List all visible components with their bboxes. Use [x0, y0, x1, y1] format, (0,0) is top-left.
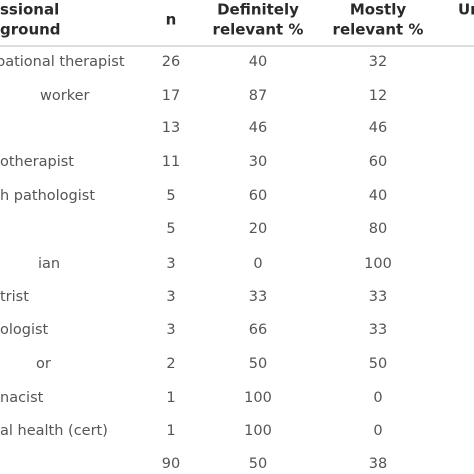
cell: 30 [249, 154, 267, 170]
cell: 3 [166, 289, 175, 305]
cell: 38 [369, 456, 387, 472]
row-label: h pathologist [0, 188, 95, 204]
cell: 2 [166, 356, 175, 372]
row-label: al health (cert) [0, 423, 108, 439]
cell: 100 [244, 390, 272, 406]
cell: 40 [249, 54, 267, 70]
row-label: or [36, 356, 51, 372]
header-cell: Mostly [350, 1, 406, 19]
cell: 90 [162, 456, 180, 472]
cell: 60 [369, 154, 387, 170]
cell: 46 [369, 120, 387, 136]
cell: 3 [166, 256, 175, 272]
cell: 0 [373, 390, 382, 406]
cell: 33 [369, 289, 387, 305]
cell: 1 [166, 390, 175, 406]
cell: 50 [369, 356, 387, 372]
cell: 3 [166, 322, 175, 338]
cell: 60 [249, 188, 267, 204]
cell: 66 [249, 322, 267, 338]
row-label: trist [0, 289, 29, 305]
cell: 50 [249, 456, 267, 472]
cell: 11 [162, 154, 180, 170]
cell: 17 [162, 88, 180, 104]
header-cell: relevant % [333, 21, 424, 39]
cell: 12 [369, 88, 387, 104]
cell: 0 [373, 423, 382, 439]
cell: 50 [249, 356, 267, 372]
row-label: worker [40, 88, 89, 104]
cell: 5 [166, 221, 175, 237]
cell: 0 [253, 256, 262, 272]
cell: 46 [249, 120, 267, 136]
header-cell: Definitely [217, 1, 299, 19]
cell: 40 [369, 188, 387, 204]
row-label: ologist [0, 322, 49, 338]
cell: 33 [249, 289, 267, 305]
row-label: otherapist [0, 154, 74, 170]
cell: 100 [244, 423, 272, 439]
header-cell: Ur [458, 1, 474, 19]
cell: 26 [162, 54, 180, 70]
cell: 13 [162, 120, 180, 136]
row-label: pational therapist [0, 54, 125, 70]
cell: 5 [166, 188, 175, 204]
header-cell: ground [0, 21, 61, 39]
cell: 87 [249, 88, 267, 104]
cell: 20 [249, 221, 267, 237]
header-cell: n [166, 11, 177, 29]
header-cell: relevant % [213, 21, 304, 39]
header-cell: ssional [0, 1, 59, 19]
cell: 80 [369, 221, 387, 237]
row-label: nacist [0, 390, 44, 406]
cell: 1 [166, 423, 175, 439]
row-label: ian [38, 256, 60, 272]
cell: 33 [369, 322, 387, 338]
cell: 32 [369, 54, 387, 70]
cell: 100 [364, 256, 392, 272]
